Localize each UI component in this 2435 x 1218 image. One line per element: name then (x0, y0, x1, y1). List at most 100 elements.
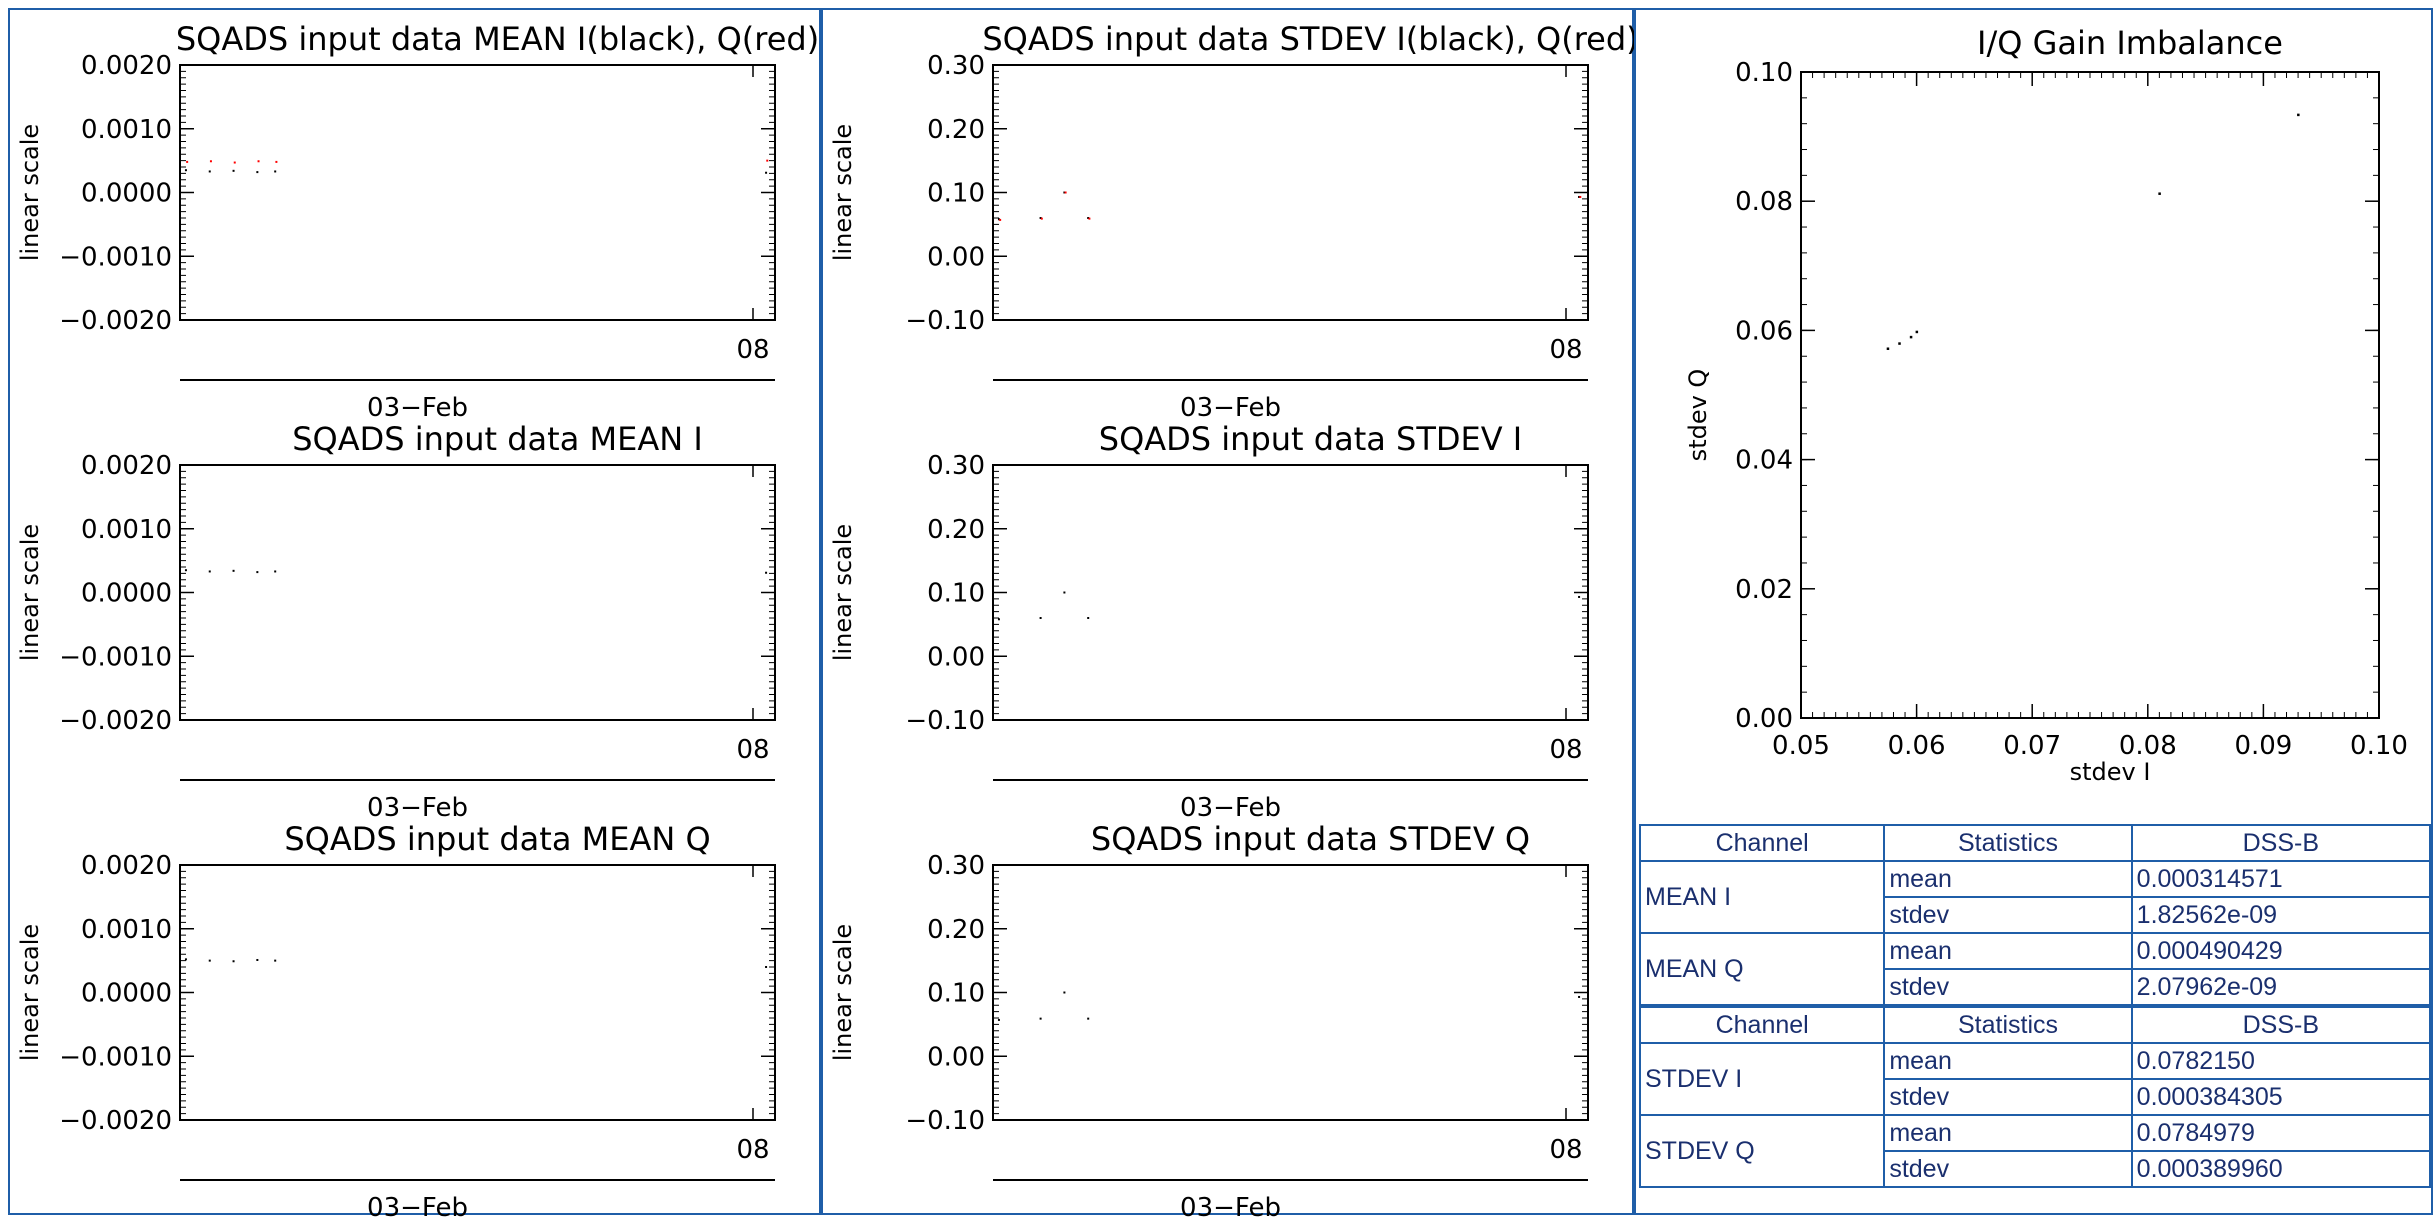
data-point (232, 169, 235, 172)
data-point (1040, 217, 1043, 220)
y-axis-label: linear scale (16, 124, 44, 261)
date-label: 03−Feb (1180, 393, 1281, 423)
data-point (208, 959, 211, 962)
chart-title: SQADS input data MEAN I(black), Q(red) (176, 20, 819, 58)
y-tick-label: −0.0010 (59, 1042, 172, 1072)
table-header-dss-b: DSS-B (2130, 824, 2432, 862)
date-label: 03−Feb (367, 1193, 468, 1218)
data-point (1063, 591, 1066, 594)
y-tick-label: 0.0000 (81, 579, 172, 609)
x-tick-label: 0.05 (1772, 731, 1830, 761)
y-tick-label: 0.0010 (81, 115, 172, 145)
data-point (275, 160, 278, 163)
x-axis-label: stdev I (2070, 758, 2151, 786)
data-point (274, 570, 277, 573)
table-value-cell: 0.000314571 (2130, 860, 2432, 898)
data-point (232, 569, 235, 572)
statistics-table: Channel Statistics DSS-B MEAN I mean 0.0… (1638, 824, 2432, 1188)
table-value-cell: 0.000389960 (2130, 1150, 2432, 1188)
chart-stdev-iq: SQADS input data STDEV I(black), Q(red)0… (829, 20, 1639, 423)
table-header-channel: Channel (1638, 1004, 1886, 1044)
data-point (208, 570, 211, 573)
y-tick-label: 0.08 (1735, 187, 1793, 217)
data-point (1063, 191, 1066, 194)
x-tick-label: 08 (736, 1135, 769, 1165)
data-point (1578, 595, 1581, 598)
y-tick-label: 0.0020 (81, 51, 172, 81)
y-tick-label: −0.10 (905, 306, 985, 336)
y-tick-label: 0.06 (1735, 316, 1793, 346)
y-tick-label: 0.04 (1735, 446, 1793, 476)
table-value-cell: 2.07962e-09 (2130, 968, 2432, 1007)
table-value-cell: 0.0784979 (2130, 1114, 2432, 1152)
data-point (2297, 113, 2300, 117)
data-point (997, 1018, 1000, 1021)
table-row: STDEV I mean 0.0782150 (1638, 1042, 2432, 1116)
y-tick-label: 0.0000 (81, 979, 172, 1009)
chart-title: SQADS input data STDEV I(black), Q(red) (982, 20, 1638, 58)
y-tick-label: 0.30 (927, 851, 985, 881)
date-label: 03−Feb (1180, 1193, 1281, 1218)
y-tick-label: 0.20 (927, 515, 985, 545)
data-point (1064, 191, 1067, 194)
x-tick-label: 0.06 (1888, 731, 1946, 761)
plot-frame (179, 864, 776, 1121)
table-row: stdev 0.000389960 (1640, 1150, 2432, 1188)
y-tick-label: 0.10 (927, 579, 985, 609)
data-point (765, 571, 768, 574)
y-axis-label: stdev Q (1684, 369, 1712, 462)
data-point (1898, 342, 1901, 345)
data-point (1909, 335, 1913, 339)
y-tick-label: 0.02 (1735, 575, 1793, 605)
data-point (233, 161, 236, 164)
y-tick-label: 0.10 (1735, 58, 1793, 88)
y-tick-label: 0.10 (927, 179, 985, 209)
table-header-statistics: Statistics (1883, 1004, 2133, 1044)
chart-mean-i: SQADS input data MEAN I 0.0020 0.0010 0.000… (16, 420, 776, 823)
plot-frame (1800, 71, 2380, 719)
table-stat-cell: stdev (1883, 1078, 2133, 1116)
x-tick-label: 0.08 (2119, 731, 2177, 761)
x-tick-label: 08 (736, 735, 769, 765)
x-tick-label: 0.07 (2003, 731, 2061, 761)
data-point (1915, 330, 1919, 334)
data-point (232, 960, 235, 963)
data-point (1578, 195, 1581, 198)
data-point (1886, 347, 1890, 350)
table-value-cell: 0.000384305 (2130, 1078, 2432, 1116)
table-header-row: Channel Statistics DSS-B (1638, 1004, 2432, 1044)
chart-title: SQADS input data MEAN Q (284, 820, 710, 858)
plot-frame (179, 64, 776, 321)
table-stat-cell: mean (1883, 860, 2133, 898)
table-stat-cell: stdev (1883, 968, 2133, 1007)
chart-mean-iq: SQADS input data MEAN I(black), Q(red)0.… (16, 20, 819, 423)
y-tick-label: 0.20 (927, 915, 985, 945)
y-tick-label: 0.00 (927, 242, 985, 272)
y-tick-label: 0.00 (927, 642, 985, 672)
table-row: STDEV Q mean 0.0784979 (1638, 1114, 2432, 1188)
table-row: MEAN Q mean 0.000490429 (1638, 932, 2432, 1007)
chart-title: SQADS input data MEAN I (292, 420, 703, 458)
data-point (1039, 617, 1042, 619)
y-tick-label: 0.30 (927, 51, 985, 81)
table-stat-cell: mean (1883, 932, 2133, 970)
y-tick-label: 0.00 (927, 1042, 985, 1072)
plot-frame (992, 64, 1589, 321)
table-row: MEAN I mean 0.000314571 (1638, 860, 2432, 934)
table-header-row: Channel Statistics DSS-B (1638, 824, 2432, 862)
y-axis-label: linear scale (829, 924, 857, 1061)
data-point (1579, 195, 1582, 198)
plot-frame (179, 464, 776, 721)
data-point (274, 959, 277, 962)
table-header-channel: Channel (1638, 824, 1886, 862)
chart-gain-imbalance: I/Q Gain Imbalance 0.05 0.06 0.07 0.08 0.09 0.… (1684, 24, 2408, 786)
data-point (1087, 217, 1090, 219)
chart-title: SQADS input data STDEV Q (1091, 820, 1530, 858)
chart-title: I/Q Gain Imbalance (1977, 24, 2283, 62)
y-tick-label: 0.0000 (81, 179, 172, 209)
table-stat-cell: mean (1883, 1042, 2133, 1080)
table-stat-cell: stdev (1883, 896, 2133, 934)
table-row: stdev 2.07962e-09 (1640, 968, 2432, 1007)
x-tick-label: 08 (1549, 1135, 1582, 1165)
y-tick-label: 0.10 (927, 979, 985, 1009)
